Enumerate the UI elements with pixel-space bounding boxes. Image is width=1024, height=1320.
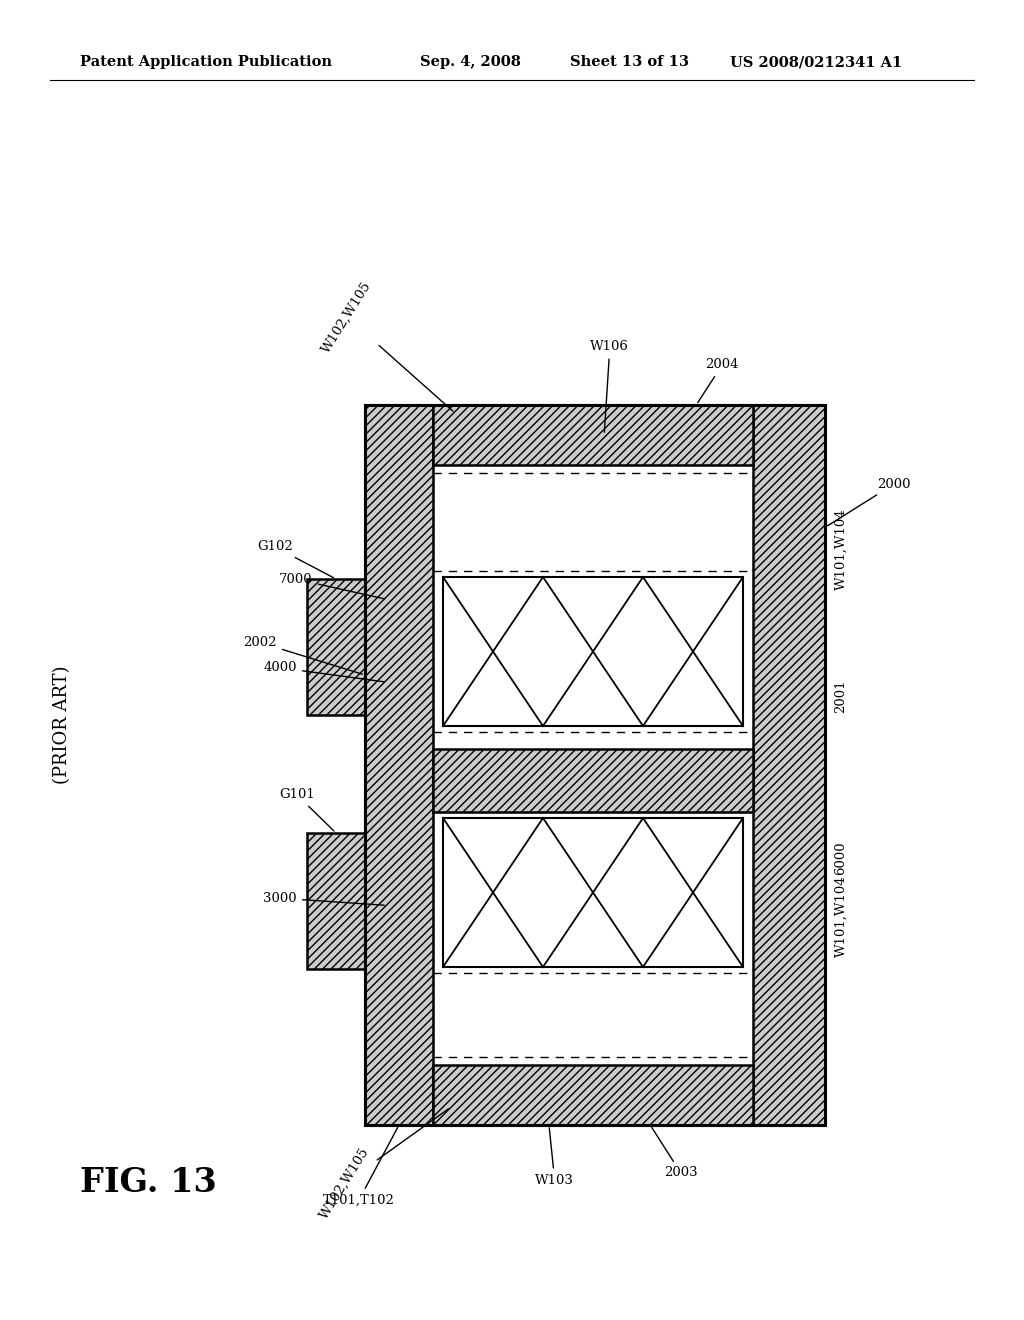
Text: 2001: 2001 [835, 680, 848, 713]
Text: W106: W106 [591, 341, 630, 432]
Bar [753, 405, 825, 1125]
Text: 6000: 6000 [835, 842, 848, 875]
Bar [433, 405, 753, 465]
Text: FIG. 13: FIG. 13 [80, 1166, 217, 1199]
Text: Sheet 13 of 13: Sheet 13 of 13 [570, 55, 689, 69]
Text: W101,W104: W101,W104 [835, 875, 848, 957]
Text: 3000: 3000 [263, 892, 384, 906]
Bar [433, 1065, 753, 1125]
Text: Sep. 4, 2008: Sep. 4, 2008 [420, 55, 521, 69]
Text: 2003: 2003 [651, 1127, 697, 1180]
Text: W101,W104: W101,W104 [835, 508, 848, 590]
Bar [307, 833, 365, 969]
Text: 2004: 2004 [697, 359, 739, 403]
Text: G102: G102 [257, 540, 334, 578]
Text: 2002: 2002 [244, 636, 362, 675]
Text: W102,W105: W102,W105 [317, 1109, 449, 1221]
Bar [443, 818, 743, 968]
Text: Patent Application Publication: Patent Application Publication [80, 55, 332, 69]
Text: G101: G101 [280, 788, 334, 832]
Bar [307, 579, 365, 715]
Bar [433, 465, 753, 1065]
Text: US 2008/0212341 A1: US 2008/0212341 A1 [730, 55, 902, 69]
Bar [365, 405, 433, 1125]
Text: T101,T102: T101,T102 [323, 1127, 397, 1206]
Text: (PRIOR ART): (PRIOR ART) [53, 665, 71, 784]
Bar [433, 748, 753, 812]
Text: 7000: 7000 [280, 573, 384, 599]
Bar [365, 405, 825, 1125]
Text: 2000: 2000 [827, 478, 910, 525]
Text: 4000: 4000 [263, 661, 384, 682]
Text: W103: W103 [536, 1127, 574, 1187]
Bar [443, 577, 743, 726]
Bar [365, 405, 825, 1125]
Text: W102,W105: W102,W105 [319, 279, 453, 411]
